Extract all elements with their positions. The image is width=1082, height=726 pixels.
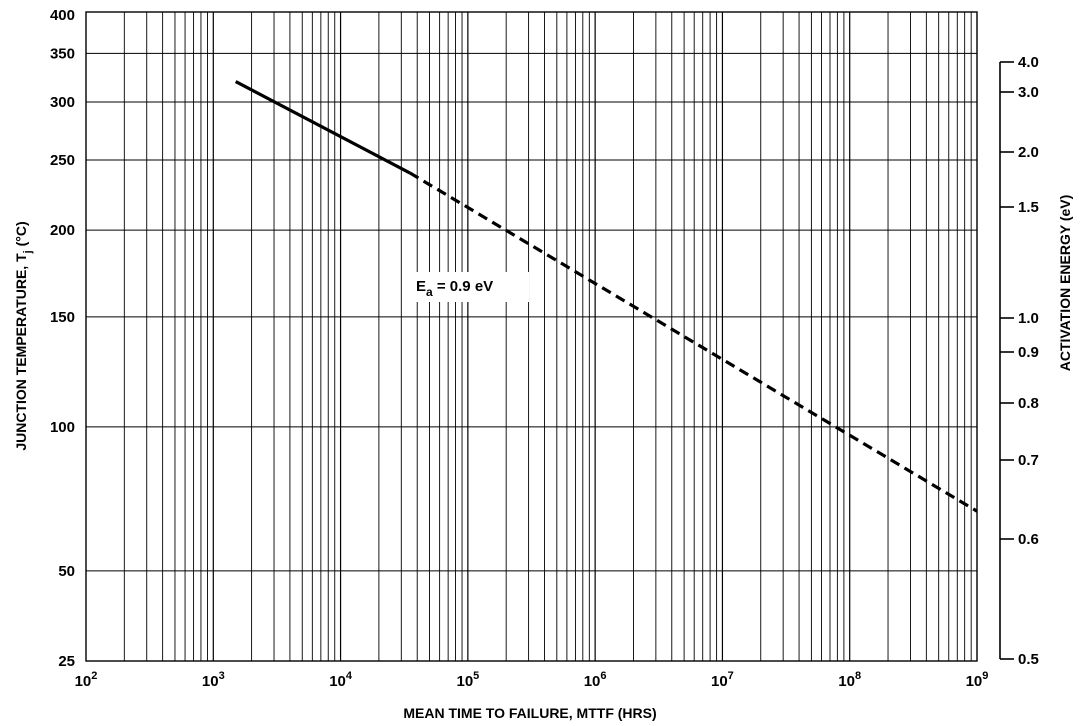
series-line-dashed: [408, 171, 978, 513]
right-tick-label: 1.5: [1018, 199, 1039, 216]
series-label: Ea = 0.9 eV: [416, 278, 493, 299]
y-tick-label: 350: [50, 45, 75, 62]
x-tick-label: 106: [584, 670, 607, 690]
x-tick-label: 108: [838, 670, 861, 690]
grid: [86, 12, 977, 661]
y-tick-label: 400: [50, 7, 75, 24]
y-tick-label: 100: [50, 419, 75, 436]
series-line-solid: [234, 80, 411, 175]
y-tick-label: 250: [50, 152, 75, 169]
y-axis-title-right: ACTIVATION ENERGY (eV): [1057, 195, 1073, 372]
y-axis-title-left-subscript: j: [22, 250, 34, 254]
right-axis: 4.0 3.0 2.0 1.5 1.0 0.9 0.8 0.7 0.6 0.5: [999, 54, 1039, 668]
right-tick-label: 2.0: [1018, 144, 1039, 161]
right-tick-label: 4.0: [1018, 54, 1039, 71]
right-tick-label: 0.6: [1018, 531, 1039, 548]
right-tick-label: 0.5: [1018, 651, 1039, 668]
y-axis-title-left: JUNCTION TEMPERATURE, Tj (°C): [13, 221, 34, 450]
x-tick-label: 107: [711, 670, 734, 690]
x-tick-label: 102: [75, 670, 98, 690]
y-tick-label: 25: [58, 653, 75, 670]
series-label-subscript: a: [426, 285, 433, 299]
y-tick-label: 150: [50, 309, 75, 326]
right-tick-label: 0.9: [1018, 344, 1039, 361]
series-label-background: [413, 272, 529, 302]
right-tick-label: 3.0: [1018, 84, 1039, 101]
bottom-tick-labels: 102 103 104 105 106 107 108 109: [75, 670, 989, 690]
y-tick-label: 50: [58, 563, 75, 580]
y-tick-label: 300: [50, 94, 75, 111]
left-tick-labels: 400 350 300 250 200 150 100 50 25: [50, 7, 75, 670]
right-tick-label: 1.0: [1018, 310, 1039, 327]
x-tick-label: 109: [966, 670, 989, 690]
series-layer: [234, 80, 978, 513]
x-tick-label: 105: [456, 670, 479, 690]
x-tick-label: 104: [329, 670, 353, 690]
right-tick-label: 0.7: [1018, 452, 1039, 469]
y-tick-label: 200: [50, 222, 75, 239]
plot-frame: [85, 11, 978, 662]
x-axis-title: MEAN TIME TO FAILURE, MTTF (HRS): [403, 705, 656, 721]
x-tick-label: 103: [202, 670, 225, 690]
right-tick-label: 0.8: [1018, 395, 1039, 412]
